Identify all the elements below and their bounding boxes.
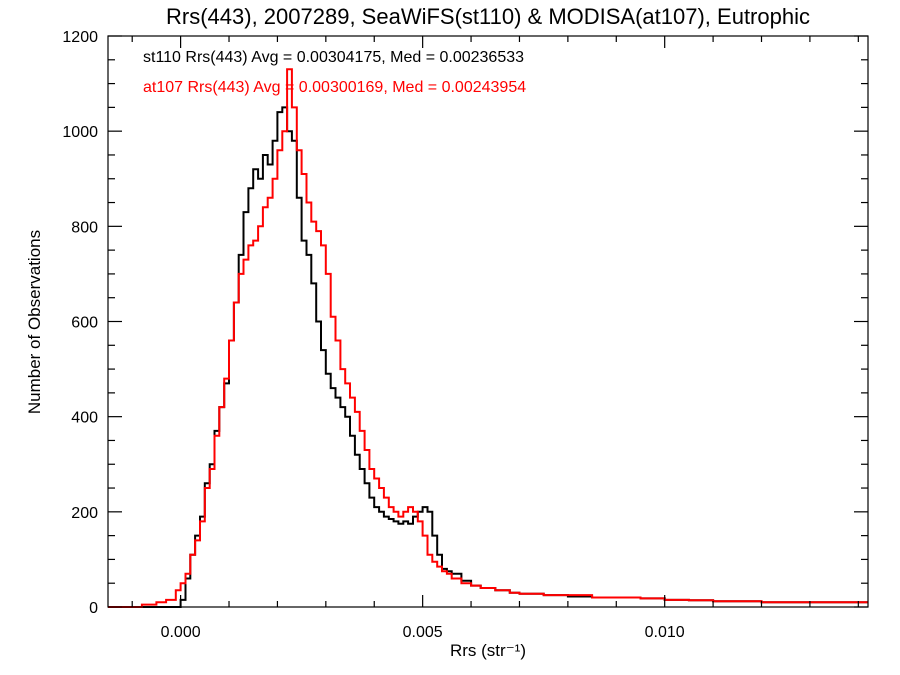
chart-title: Rrs(443), 2007289, SeaWiFS(st110) & MODI… [166, 4, 810, 29]
x-tick-label: 0.005 [403, 624, 443, 641]
x-tick-label: 0.000 [161, 624, 201, 641]
plot-frame [107, 35, 869, 608]
x-axis-label: Rrs (str⁻¹) [450, 641, 526, 660]
y-tick-label: 600 [71, 315, 98, 332]
annotation-st110: st110 Rrs(443) Avg = 0.00304175, Med = 0… [143, 49, 524, 66]
y-axis-label: Number of Observations [25, 230, 44, 414]
series-line-1 [108, 68, 868, 608]
annotation-at107: at107 Rrs(443) Avg = 0.00300169, Med = 0… [143, 79, 526, 96]
series-layer [108, 68, 868, 608]
y-tick-label: 400 [71, 410, 98, 427]
y-tick-label: 1000 [62, 124, 98, 141]
y-tick-label: 1200 [62, 29, 98, 46]
y-tick-label: 200 [71, 505, 98, 522]
x-tick-label: 0.010 [645, 624, 685, 641]
y-tick-label: 0 [89, 600, 98, 617]
tick-layer: 0.000 0.005 0.010 0 200 400 600 800 1000 1200 [62, 29, 868, 641]
y-tick-label: 800 [71, 219, 98, 236]
series-line-0 [108, 106, 868, 608]
